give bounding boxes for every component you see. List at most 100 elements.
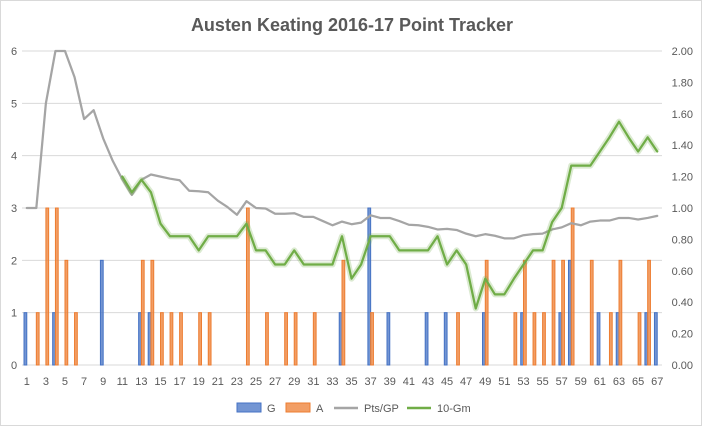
bar-a [589, 259, 594, 366]
x-tick-label: 59 [575, 376, 587, 388]
x-tick-label: 5 [62, 376, 68, 388]
bar-a [150, 259, 155, 366]
bar-g [99, 259, 104, 366]
x-tick-label: 43 [422, 376, 434, 388]
x-tick-label: 19 [193, 376, 205, 388]
y-right-tick-label: 1.80 [672, 77, 693, 89]
bar-a [54, 207, 59, 366]
y-left-tick-label: 3 [11, 203, 17, 215]
x-tick-label: 25 [250, 376, 262, 388]
bar-a [64, 259, 69, 366]
axis-labels: 01234560.000.200.400.600.801.001.201.401… [11, 46, 693, 388]
y-right-tick-label: 0.40 [672, 297, 693, 309]
bar-a [312, 312, 317, 366]
x-tick-label: 31 [307, 376, 319, 388]
chart-title: Austen Keating 2016-17 Point Tracker [191, 15, 513, 35]
x-tick-label: 11 [117, 376, 128, 388]
y-right-tick-label: 0.60 [672, 266, 693, 278]
legend-label-10-gm: 10-Gm [437, 403, 471, 415]
y-left-tick-label: 2 [11, 255, 17, 267]
legend: G A Pts/GP 10-Gm [236, 402, 471, 415]
x-tick-label: 67 [651, 376, 663, 388]
x-tick-label: 37 [365, 376, 377, 388]
bar-a [160, 312, 164, 366]
y-left-tick-label: 1 [11, 308, 17, 320]
y-right-tick-label: 2.00 [672, 46, 693, 58]
bar-a [74, 312, 78, 366]
bar-a [618, 259, 623, 366]
bar-g [596, 312, 601, 366]
y-left-tick-label: 0 [11, 360, 17, 372]
x-tick-label: 51 [498, 376, 510, 388]
x-tick-label: 39 [384, 376, 396, 388]
bar-a [45, 207, 50, 366]
line-pts-gp [25, 49, 659, 240]
x-tick-label: 57 [556, 376, 568, 388]
lines-layer [25, 49, 660, 312]
y-right-tick-label: 1.40 [672, 140, 693, 152]
x-tick-label: 29 [288, 376, 300, 388]
legend-label-g: G [267, 403, 276, 415]
bar-a [522, 259, 527, 366]
y-left-tick-label: 6 [11, 46, 17, 58]
bar-a [542, 312, 546, 366]
y-right-tick-label: 0.80 [672, 234, 693, 246]
x-tick-label: 1 [24, 376, 30, 388]
legend-label-pts-gp: Pts/GP [364, 403, 399, 415]
x-tick-label: 23 [231, 376, 243, 388]
y-left-tick-label: 5 [11, 98, 17, 110]
x-tick-label: 49 [479, 376, 491, 388]
bar-a [484, 259, 489, 366]
bar-g [386, 312, 391, 366]
bar-g [23, 312, 28, 366]
y-right-tick-label: 0.00 [672, 360, 693, 372]
bar-a [245, 207, 250, 366]
x-tick-label: 45 [441, 376, 453, 388]
line-glow-10-gm [119, 118, 660, 312]
x-tick-label: 17 [173, 376, 185, 388]
x-tick-label: 41 [403, 376, 415, 388]
x-tick-label: 63 [613, 376, 625, 388]
x-tick-label: 13 [135, 376, 147, 388]
bar-g [443, 312, 448, 366]
bar-a [608, 312, 613, 366]
bar-a [561, 259, 565, 366]
bar-a [647, 259, 651, 366]
x-tick-label: 9 [100, 376, 106, 388]
x-tick-label: 3 [43, 376, 49, 388]
x-tick-label: 53 [517, 376, 529, 388]
x-tick-label: 55 [536, 376, 548, 388]
bar-a [207, 312, 212, 366]
y-right-tick-label: 1.00 [672, 203, 693, 215]
bar-g [424, 312, 429, 366]
bar-g [653, 312, 658, 366]
bar-a [637, 312, 642, 366]
y-right-tick-label: 1.60 [672, 109, 693, 121]
legend-label-a: A [316, 403, 324, 415]
x-tick-label: 61 [594, 376, 606, 388]
bar-a [265, 312, 269, 366]
y-left-tick-label: 4 [11, 151, 17, 163]
bar-g [367, 207, 372, 366]
legend-swatch-a [285, 402, 311, 413]
bar-a [293, 312, 298, 366]
x-tick-label: 21 [212, 376, 224, 388]
y-right-tick-label: 0.20 [672, 329, 693, 341]
legend-swatch-g [236, 402, 262, 413]
bar-a [35, 312, 40, 366]
x-tick-label: 65 [632, 376, 644, 388]
bar-a [532, 312, 537, 366]
y-right-tick-label: 1.20 [672, 172, 693, 184]
x-tick-label: 27 [269, 376, 281, 388]
bar-a [179, 312, 183, 366]
bar-a [284, 312, 288, 366]
x-tick-label: 35 [345, 376, 357, 388]
bar-a [169, 312, 174, 366]
x-tick-label: 15 [154, 376, 166, 388]
bar-a [456, 312, 460, 366]
line-10-gm [121, 120, 659, 310]
bar-a [370, 312, 374, 366]
x-tick-label: 47 [460, 376, 472, 388]
